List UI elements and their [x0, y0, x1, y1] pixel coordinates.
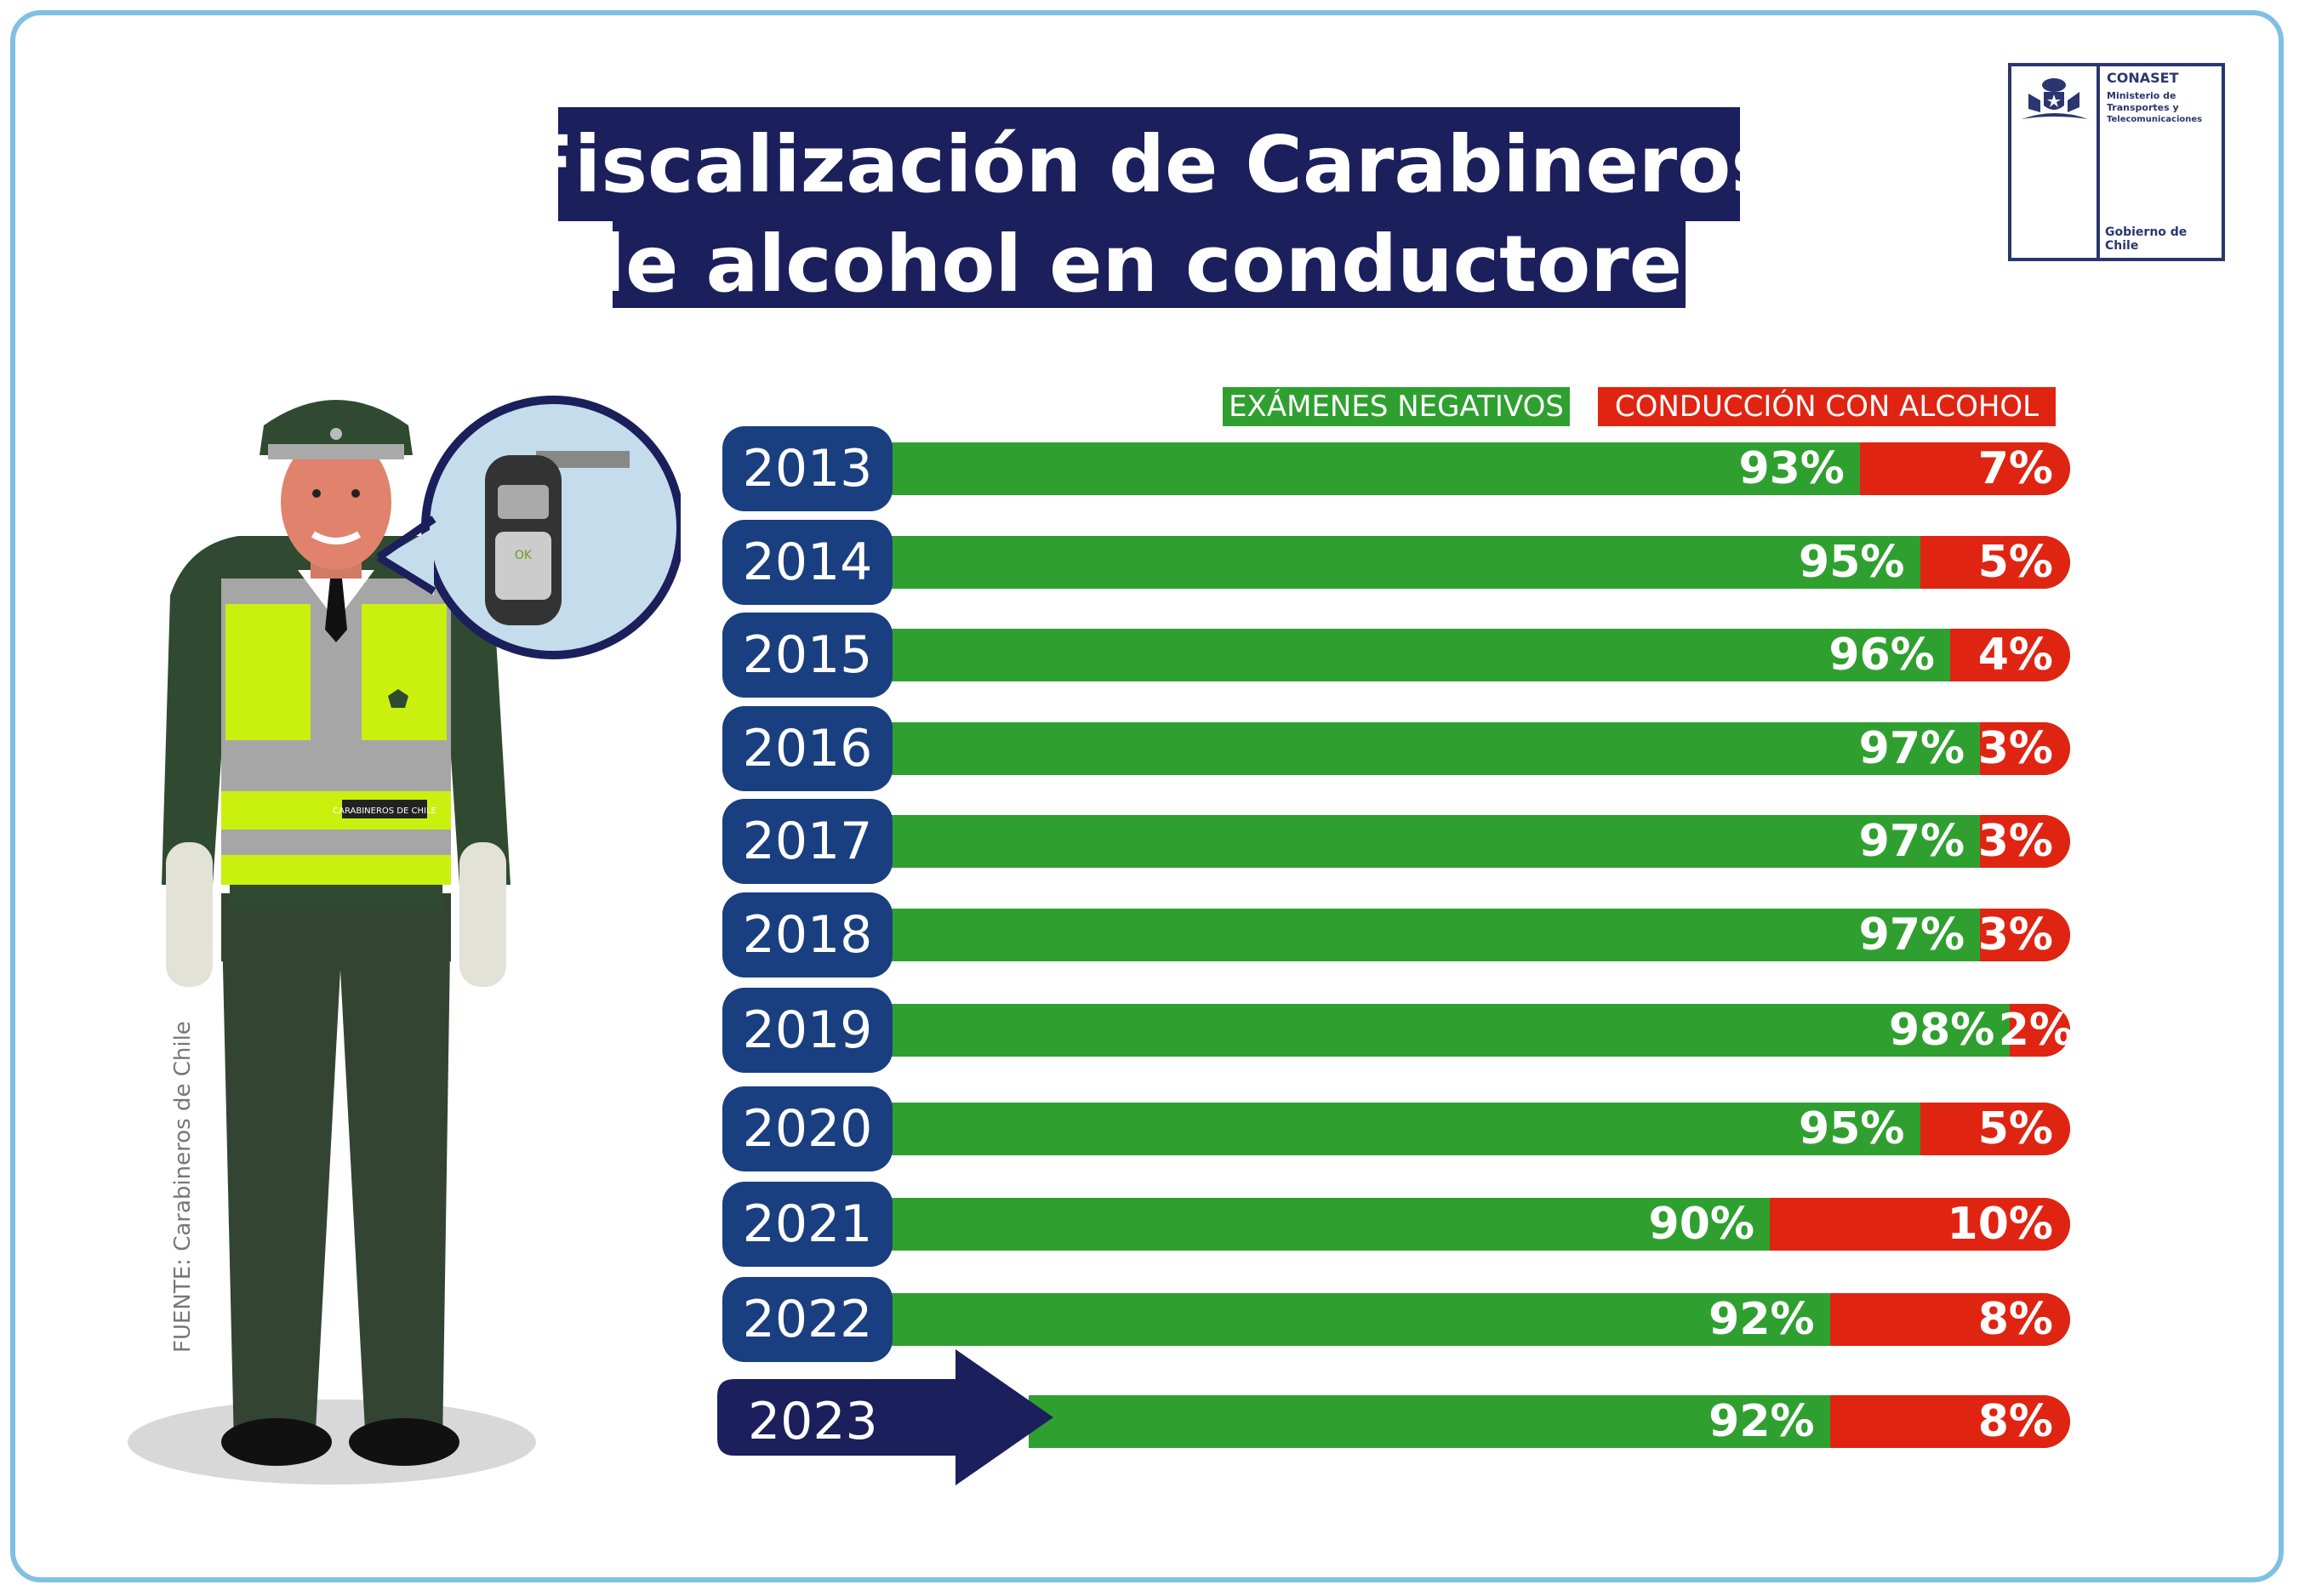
label-negative: 93%: [1738, 443, 1845, 494]
logo-ministry-2: Transportes y: [2107, 102, 2179, 113]
device-ok-button: OK: [515, 549, 533, 562]
label-negative: 98%: [1888, 1005, 1995, 1056]
bar-negative: 90% 10%: [888, 1198, 2070, 1251]
label-negative: 96%: [1828, 630, 1935, 681]
label-alcohol: 10%: [1947, 1199, 2053, 1250]
year-label: 2014: [722, 520, 893, 605]
label-alcohol: 2%: [1998, 1005, 2070, 1056]
year-label: 2021: [722, 1182, 893, 1267]
bar-row-2014: 2014 95% 5%: [722, 520, 2084, 605]
year-label: 2015: [722, 613, 893, 698]
year-label: 2013: [722, 426, 893, 511]
label-alcohol: 3%: [1977, 723, 2053, 774]
bar-row-2016: 2016 97% 3%: [722, 706, 2084, 791]
bar-alcohol: [1829, 1293, 2070, 1346]
bar-row-2022: 2022 92% 8%: [722, 1277, 2084, 1362]
bar-negative: 93% 7%: [888, 442, 2070, 495]
label-negative: 92%: [1709, 1294, 1815, 1345]
bar-negative: 95% 5%: [888, 1103, 2070, 1155]
label-alcohol: 7%: [1977, 443, 2053, 494]
bar-row-2023: 2023 92% 8%: [717, 1349, 2084, 1485]
label-negative: 90%: [1648, 1199, 1754, 1250]
bar-alcohol: [1829, 1395, 2070, 1448]
year-label: 2023: [748, 1392, 878, 1451]
bar-row-2013: 2013 93% 7%: [722, 426, 2084, 511]
label-alcohol: 3%: [1977, 816, 2053, 867]
bar-alcohol: [1949, 629, 2070, 681]
label-alcohol: 8%: [1977, 1294, 2053, 1345]
year-label: 2016: [722, 706, 893, 791]
bar-alcohol: [1980, 909, 2070, 961]
year-label: 2018: [722, 892, 893, 978]
bar-negative: 92% 8%: [1029, 1395, 2070, 1448]
bar-row-2020: 2020 95% 5%: [722, 1086, 2084, 1171]
carabinero-illustration: CARABINEROS DE CHILE OK: [128, 396, 681, 1485]
label-negative: 95%: [1799, 1103, 1905, 1154]
bar-alcohol: [1859, 442, 2070, 495]
bar-negative: 97% 3%: [888, 722, 2070, 775]
label-alcohol: 5%: [1977, 1103, 2053, 1154]
source-note: FUENTE: Carabineros de Chile: [170, 1021, 196, 1353]
bar-row-2017: 2017 97% 3%: [722, 799, 2084, 884]
bar-row-2018: 2018 97% 3%: [722, 892, 2084, 978]
bar-row-2015: 2015 96% 4%: [722, 613, 2084, 698]
year-label: 2020: [722, 1086, 893, 1171]
year-label: 2017: [722, 799, 893, 884]
label-negative: 92%: [1709, 1396, 1815, 1447]
bar-alcohol: [1980, 722, 2070, 775]
bar-negative: 98% 2%: [888, 1004, 2070, 1057]
bar-alcohol: [1920, 1103, 2070, 1155]
bar-row-2021: 2021 90% 10%: [722, 1182, 2084, 1267]
label-alcohol: 5%: [1977, 537, 2053, 588]
legend-alcohol-label: CONDUCCIÓN CON ALCOHOL: [1614, 390, 2039, 424]
label-negative: 97%: [1858, 816, 1965, 867]
label-alcohol: 4%: [1977, 630, 2053, 681]
bar-negative: 97% 3%: [888, 909, 2070, 961]
label-negative: 95%: [1799, 537, 1905, 588]
legend-negative-label: EXÁMENES NEGATIVOS: [1229, 390, 1564, 424]
logo-name: CONASET: [2107, 70, 2179, 86]
label-alcohol: 8%: [1977, 1396, 2053, 1447]
vest-badge: CARABINEROS DE CHILE: [333, 807, 436, 816]
bar-negative: 97% 3%: [888, 815, 2070, 868]
label-negative: 97%: [1858, 723, 1965, 774]
logo-ministry-3: Telecomunicaciones: [2107, 115, 2203, 124]
title-line-2: de alcohol en conductores: [569, 218, 1729, 310]
year-label: 2022: [722, 1277, 893, 1362]
legend-negative: EXÁMENES NEGATIVOS: [1223, 387, 1570, 426]
legend-alcohol: CONDUCCIÓN CON ALCOHOL: [1598, 387, 2056, 426]
bar-alcohol: [2010, 1004, 2070, 1057]
label-alcohol: 3%: [1977, 909, 2053, 960]
bar-negative: 92% 8%: [888, 1293, 2070, 1346]
bar-row-2019: 2019 98% 2%: [722, 988, 2084, 1073]
logo-government: Gobierno de Chile: [2105, 225, 2188, 253]
title-line-1: Fiscalización de Carabineros: [521, 107, 1777, 221]
bar-alcohol: [1770, 1198, 2070, 1251]
bar-alcohol: [1920, 536, 2070, 589]
highlight-arrow: [717, 1349, 1053, 1485]
frame-border: [10, 10, 2284, 1582]
bar-alcohol: [1980, 815, 2070, 868]
coat-of-arms-icon: [2022, 78, 2088, 119]
bar-negative: 96% 4%: [888, 629, 2070, 681]
bar-negative: 95% 5%: [888, 536, 2070, 589]
year-label: 2019: [722, 988, 893, 1073]
logo-ministry-1: Ministerio de: [2107, 90, 2176, 101]
label-negative: 97%: [1858, 909, 1965, 960]
conaset-logo: CONASET Ministerio de Transportes y Tele…: [2008, 63, 2225, 261]
